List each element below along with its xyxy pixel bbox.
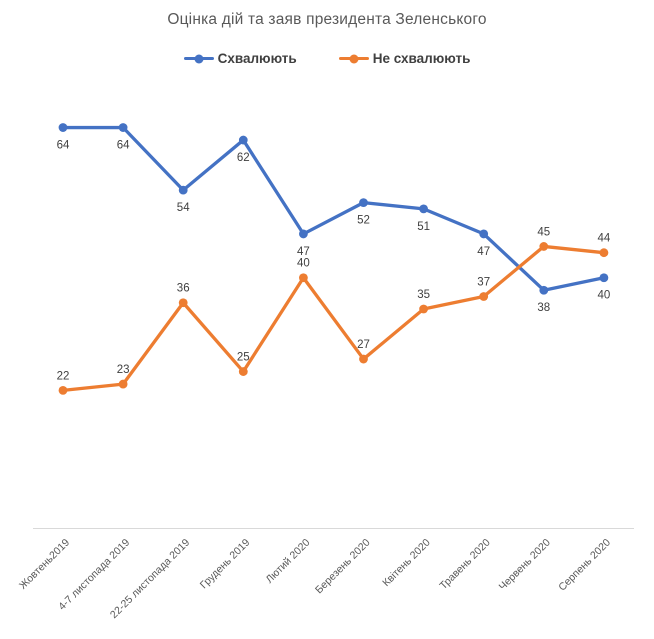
data-label-disapprove: 44 (598, 233, 611, 245)
data-label-approve: 54 (177, 202, 190, 214)
marker-disapprove (178, 298, 188, 308)
data-label-disapprove: 23 (117, 364, 130, 376)
marker-disapprove (238, 367, 248, 376)
x-tick-label: Серпень 2020 (556, 537, 613, 594)
legend: Схвалюють Не схвалюють (0, 51, 654, 66)
marker-disapprove (479, 292, 489, 301)
marker-approve (299, 229, 308, 239)
marker-approve (479, 229, 489, 239)
data-label-disapprove: 45 (537, 226, 550, 238)
marker-approve (238, 135, 248, 145)
marker-approve (359, 198, 368, 208)
data-label-disapprove: 37 (477, 276, 490, 288)
legend-line-marker-disapprove-icon (338, 54, 369, 63)
marker-approve (599, 273, 609, 283)
data-label-disapprove: 25 (237, 352, 250, 364)
data-label-disapprove: 22 (57, 370, 70, 382)
marker-disapprove (359, 354, 368, 364)
series-line-approve (61, 125, 606, 292)
legend-label-disapprove: Не схвалюють (372, 51, 471, 66)
data-label-approve: 51 (417, 221, 430, 233)
data-label-approve: 38 (537, 302, 550, 314)
marker-disapprove (58, 385, 68, 395)
data-label-approve: 64 (117, 140, 130, 152)
x-tick-label: Квітень 2020 (380, 537, 433, 590)
marker-disapprove (539, 242, 549, 251)
x-tick-label: Березень 2020 (313, 537, 373, 597)
marker-approve (539, 285, 549, 295)
marker-disapprove (599, 248, 609, 258)
legend-item-disapprove: Не схвалюють (338, 51, 471, 66)
data-label-approve: 62 (237, 152, 250, 164)
marker-disapprove (118, 379, 128, 389)
chart-title: Оцінка дій та заяв президента Зеленськог… (167, 11, 487, 28)
x-tick-label: Жовтень2019 (17, 537, 72, 592)
marker-disapprove (299, 273, 308, 283)
x-tick-label: Травень 2020 (437, 537, 493, 593)
x-tick-label: Лютий 2020 (263, 537, 312, 586)
marker-approve (178, 185, 188, 195)
data-label-approve: 47 (477, 246, 490, 258)
series-line-disapprove (61, 244, 606, 392)
data-label-disapprove: 40 (297, 258, 310, 270)
data-label-approve: 52 (357, 215, 370, 227)
data-label-approve: 64 (57, 140, 70, 152)
x-tick-label: Грудень 2019 (198, 537, 253, 592)
marker-approve (58, 123, 68, 132)
legend-label-approve: Схвалюють (217, 51, 297, 66)
marker-approve (118, 123, 128, 132)
marker-approve (419, 204, 428, 214)
data-label-approve: 40 (598, 290, 611, 302)
legend-line-marker-approve-icon (183, 54, 214, 63)
marker-disapprove (419, 304, 428, 314)
data-label-approve: 47 (297, 246, 310, 258)
data-label-disapprove: 27 (357, 339, 370, 351)
legend-item-approve: Схвалюють (183, 51, 297, 66)
data-label-disapprove: 35 (417, 289, 430, 301)
x-tick-label: Червень 2020 (497, 537, 553, 593)
data-label-disapprove: 36 (177, 283, 190, 295)
